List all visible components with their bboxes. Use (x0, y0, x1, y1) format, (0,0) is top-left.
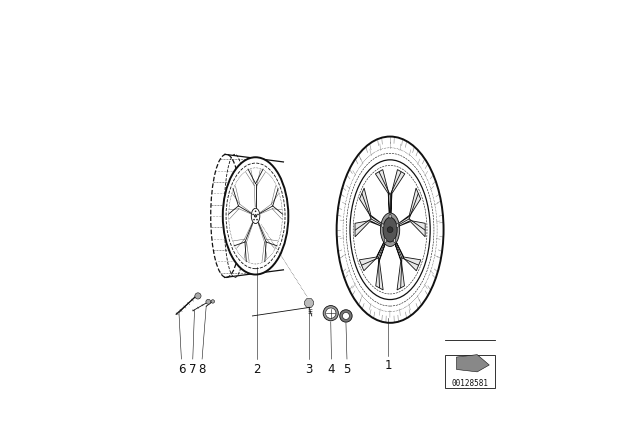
Polygon shape (360, 188, 383, 224)
Circle shape (255, 211, 256, 212)
Polygon shape (396, 241, 421, 271)
Polygon shape (394, 242, 404, 290)
Ellipse shape (350, 160, 430, 300)
Text: 00128581: 00128581 (452, 379, 489, 388)
Ellipse shape (396, 224, 399, 228)
Circle shape (387, 227, 393, 233)
Ellipse shape (223, 157, 289, 275)
Text: 5: 5 (343, 363, 351, 376)
Polygon shape (376, 170, 389, 215)
Polygon shape (398, 188, 420, 224)
Text: 3: 3 (305, 363, 313, 376)
Circle shape (326, 308, 336, 319)
Text: 7: 7 (189, 363, 196, 376)
Circle shape (211, 300, 214, 303)
Circle shape (340, 310, 352, 322)
Text: 4: 4 (328, 363, 335, 376)
Text: 6: 6 (178, 363, 185, 376)
Circle shape (253, 219, 255, 220)
Polygon shape (391, 170, 405, 215)
Circle shape (342, 313, 349, 319)
Polygon shape (376, 242, 386, 290)
Polygon shape (456, 355, 489, 372)
Polygon shape (305, 299, 314, 307)
Text: 8: 8 (198, 363, 206, 376)
Ellipse shape (394, 239, 396, 242)
Ellipse shape (381, 224, 384, 228)
Ellipse shape (380, 213, 400, 246)
Text: 1: 1 (385, 359, 392, 372)
Ellipse shape (383, 217, 397, 242)
Ellipse shape (252, 208, 260, 224)
Polygon shape (398, 220, 425, 237)
Polygon shape (355, 220, 382, 237)
Circle shape (254, 215, 257, 217)
Circle shape (195, 293, 201, 299)
Ellipse shape (389, 214, 391, 218)
Circle shape (257, 214, 259, 215)
Ellipse shape (385, 239, 387, 242)
Circle shape (206, 299, 211, 304)
Text: 2: 2 (253, 363, 261, 376)
Polygon shape (359, 241, 385, 271)
Bar (445, 354, 495, 388)
Circle shape (323, 306, 339, 321)
Ellipse shape (337, 137, 444, 323)
